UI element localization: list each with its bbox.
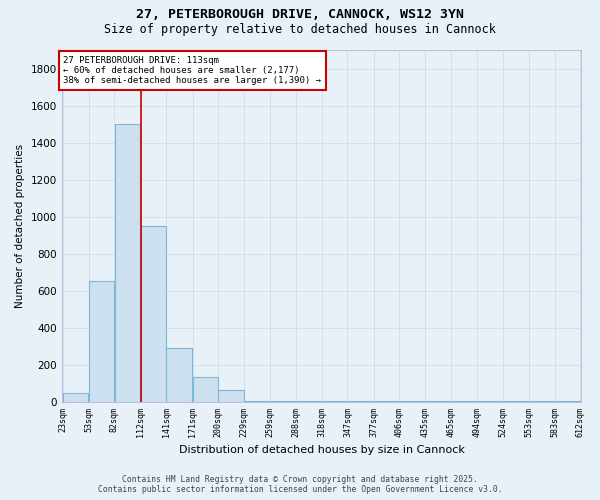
Bar xyxy=(322,401,347,402)
X-axis label: Distribution of detached houses by size in Cannock: Distribution of detached houses by size … xyxy=(179,445,464,455)
Bar xyxy=(503,401,529,402)
Text: 27, PETERBOROUGH DRIVE, CANNOCK, WS12 3YN: 27, PETERBOROUGH DRIVE, CANNOCK, WS12 3Y… xyxy=(136,8,464,20)
Text: Contains HM Land Registry data © Crown copyright and database right 2025.
Contai: Contains HM Land Registry data © Crown c… xyxy=(98,474,502,494)
Text: 27 PETERBOROUGH DRIVE: 113sqm
← 60% of detached houses are smaller (2,177)
38% o: 27 PETERBOROUGH DRIVE: 113sqm ← 60% of d… xyxy=(64,56,322,86)
Bar xyxy=(62,392,88,402)
Bar xyxy=(451,401,476,402)
Bar xyxy=(270,401,295,402)
Bar xyxy=(166,348,191,402)
Bar xyxy=(115,124,140,402)
Text: Size of property relative to detached houses in Cannock: Size of property relative to detached ho… xyxy=(104,22,496,36)
Bar xyxy=(89,282,114,402)
Bar xyxy=(218,390,244,402)
Bar xyxy=(555,401,580,402)
Y-axis label: Number of detached properties: Number of detached properties xyxy=(15,144,25,308)
Bar xyxy=(347,401,373,402)
Bar xyxy=(244,401,269,402)
Bar xyxy=(529,401,554,402)
Bar xyxy=(425,401,450,402)
Bar xyxy=(477,401,502,402)
Bar xyxy=(141,226,166,402)
Bar xyxy=(400,401,425,402)
Bar xyxy=(193,377,218,402)
Bar xyxy=(374,401,399,402)
Bar xyxy=(296,401,321,402)
